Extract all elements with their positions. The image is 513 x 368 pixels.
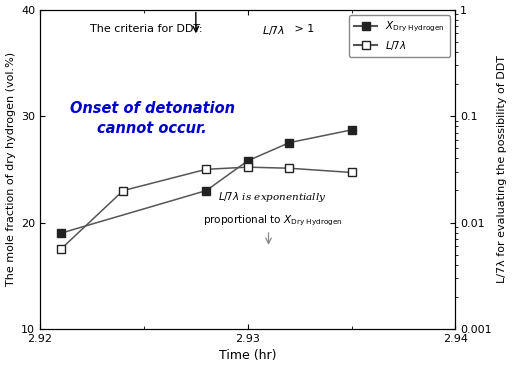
Text: $L/7\lambda$: $L/7\lambda$ [262,24,285,37]
Y-axis label: L/7λ for evaluating the possibility of DDT: L/7λ for evaluating the possibility of D… [498,55,507,283]
Text: Onset of detonation
cannot occur.: Onset of detonation cannot occur. [70,101,235,135]
Text: > 1: > 1 [291,24,314,34]
Text: $L/7\lambda$ is exponentially: $L/7\lambda$ is exponentially [219,190,327,204]
Text: proportional to $X_{\mathregular{Dry\ Hydrogen}}$: proportional to $X_{\mathregular{Dry\ Hy… [203,214,343,229]
Text: The criteria for DDT:: The criteria for DDT: [90,24,206,34]
Legend: $X_{\mathregular{Dry\ Hydrogen}}$, $L/7\lambda$: $X_{\mathregular{Dry\ Hydrogen}}$, $L/7\… [349,15,450,57]
Y-axis label: The mole fraction of dry hydrogen (vol.%): The mole fraction of dry hydrogen (vol.%… [6,52,15,286]
X-axis label: Time (hr): Time (hr) [219,350,277,362]
